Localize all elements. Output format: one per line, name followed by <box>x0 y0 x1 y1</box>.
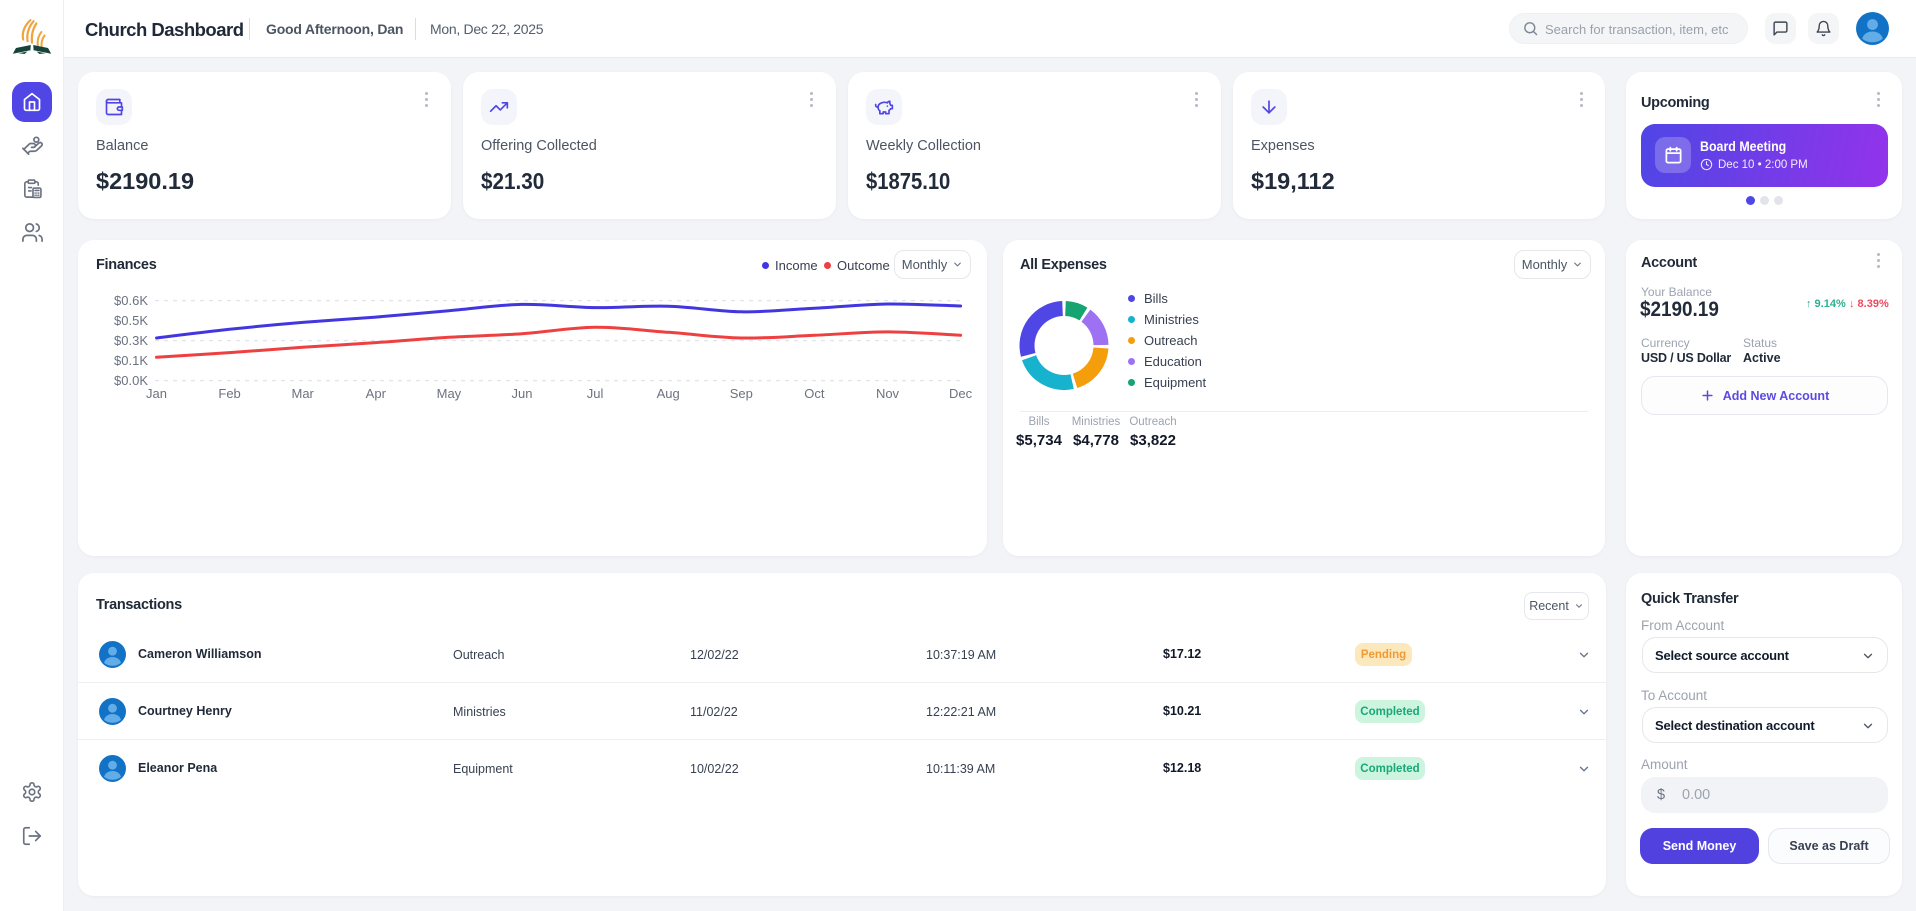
svg-text:Feb: Feb <box>218 386 240 401</box>
svg-text:Jan: Jan <box>146 386 167 401</box>
svg-text:May: May <box>437 386 462 401</box>
svg-text:Jun: Jun <box>512 386 533 401</box>
svg-text:$0.5K: $0.5K <box>114 313 148 328</box>
svg-text:Aug: Aug <box>657 386 680 401</box>
svg-text:Dec: Dec <box>949 386 973 401</box>
svg-text:Oct: Oct <box>804 386 825 401</box>
svg-text:Sep: Sep <box>730 386 753 401</box>
svg-text:Nov: Nov <box>876 386 900 401</box>
svg-text:Apr: Apr <box>366 386 387 401</box>
svg-text:$0.3K: $0.3K <box>114 333 148 348</box>
svg-text:Jul: Jul <box>587 386 604 401</box>
svg-text:$0.0K: $0.0K <box>114 373 148 388</box>
svg-text:Mar: Mar <box>292 386 315 401</box>
svg-text:$0.6K: $0.6K <box>114 293 148 308</box>
svg-text:$0.1K: $0.1K <box>114 353 148 368</box>
